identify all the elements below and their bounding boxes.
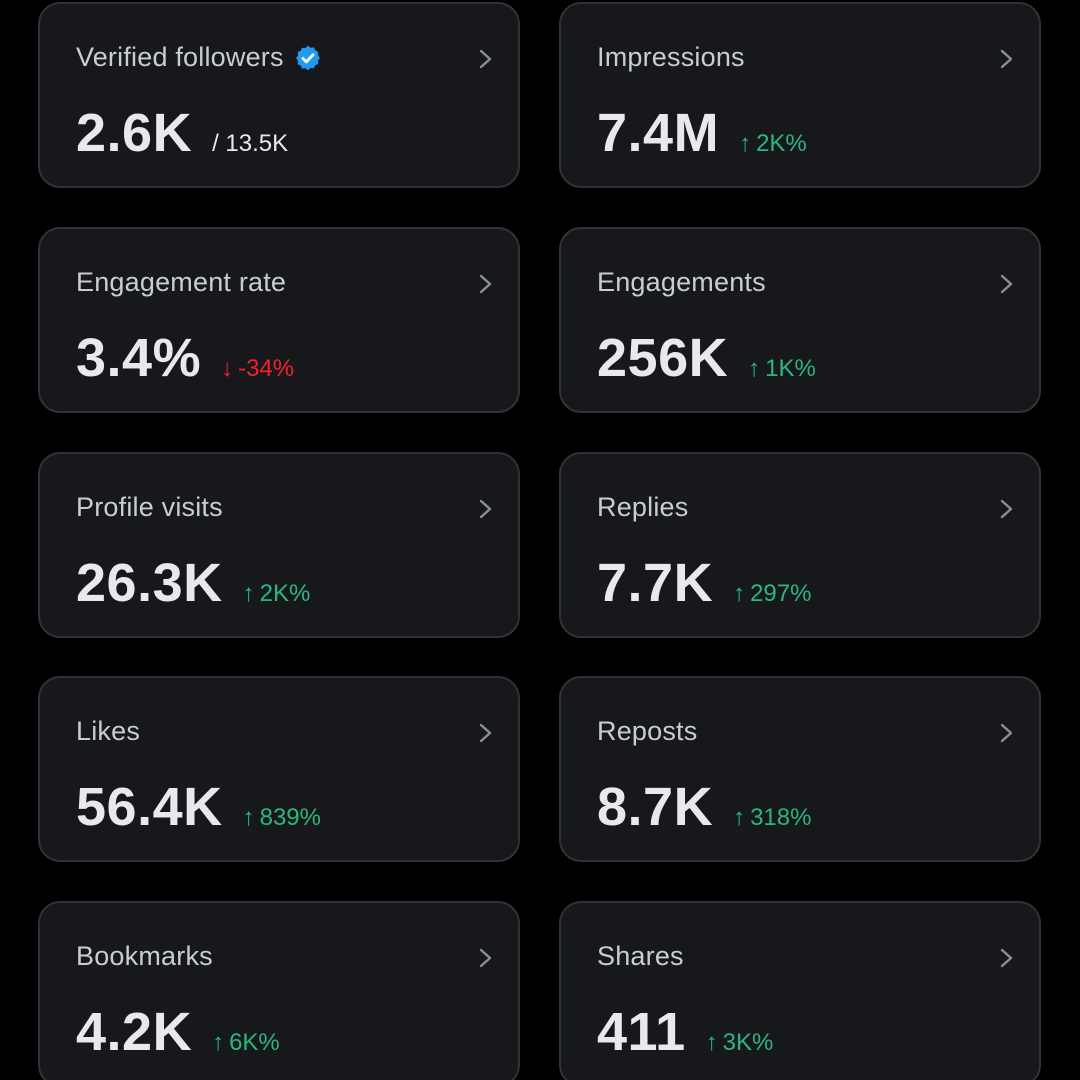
verified-badge-icon	[295, 45, 320, 70]
arrow-up-icon: ↑	[733, 580, 746, 607]
card-value-row: 7.7K ↑ 297%	[597, 552, 811, 614]
card-value: 411	[597, 1002, 686, 1062]
card-bookmarks[interactable]: Bookmarks 4.2K ↑ 6K%	[38, 901, 520, 1080]
card-value: 2.6K	[76, 103, 193, 163]
card-delta-value: 318%	[750, 804, 812, 831]
arrow-up-icon: ↑	[212, 1029, 225, 1056]
card-delta: ↑ 2K%	[739, 130, 807, 158]
card-impressions[interactable]: Impressions 7.4M ↑ 2K%	[559, 2, 1041, 188]
card-delta: ↑ 318%	[733, 804, 811, 832]
card-delta-value: 2K%	[756, 130, 807, 157]
card-value: 256K	[597, 328, 729, 388]
card-delta-value: 3K%	[722, 1029, 774, 1056]
card-delta: ↓ -34%	[221, 355, 294, 383]
card-value-row: 411 ↑ 3K%	[597, 1001, 773, 1063]
card-label-text: Verified followers	[76, 42, 284, 72]
chevron-right-icon[interactable]	[474, 718, 496, 748]
card-value-row: 256K ↑ 1K%	[597, 327, 816, 389]
card-verified-followers[interactable]: Verified followers 2.6K / 13.5K	[38, 2, 520, 188]
card-reposts[interactable]: Reposts 8.7K ↑ 318%	[559, 676, 1041, 862]
card-delta-value: 839%	[259, 804, 321, 831]
card-label: Likes	[76, 716, 141, 746]
card-delta: ↑ 839%	[243, 804, 321, 832]
chevron-right-icon[interactable]	[474, 494, 496, 524]
chevron-right-icon[interactable]	[995, 718, 1017, 748]
card-value-row: 8.7K ↑ 318%	[597, 776, 811, 838]
card-delta: ↑ 2K%	[243, 580, 311, 608]
card-delta-value: 297%	[750, 580, 812, 607]
chevron-right-icon[interactable]	[995, 44, 1017, 74]
card-delta: ↑ 297%	[733, 580, 811, 608]
card-label: Profile visits	[76, 492, 223, 522]
card-value-row: 7.4M ↑ 2K%	[597, 102, 807, 164]
card-label: Replies	[597, 492, 689, 522]
card-delta: ↑ 1K%	[748, 355, 816, 383]
card-label: Impressions	[597, 42, 745, 72]
card-delta-value: -34%	[238, 355, 295, 382]
arrow-up-icon: ↑	[242, 804, 255, 831]
arrow-up-icon: ↑	[739, 130, 752, 157]
card-value: 3.4%	[76, 328, 202, 388]
card-label: Verified followers	[76, 42, 322, 73]
card-delta-value: 1K%	[765, 355, 816, 382]
chevron-right-icon[interactable]	[995, 943, 1017, 973]
chevron-right-icon[interactable]	[995, 269, 1017, 299]
chevron-right-icon[interactable]	[474, 44, 496, 74]
card-value-row: 26.3K ↑ 2K%	[76, 552, 310, 614]
card-label: Engagement rate	[76, 267, 287, 297]
card-replies[interactable]: Replies 7.7K ↑ 297%	[559, 452, 1041, 638]
card-value: 8.7K	[597, 777, 714, 837]
card-engagement-rate[interactable]: Engagement rate 3.4% ↓ -34%	[38, 227, 520, 413]
chevron-right-icon[interactable]	[995, 494, 1017, 524]
card-profile-visits[interactable]: Profile visits 26.3K ↑ 2K%	[38, 452, 520, 638]
card-value: 7.7K	[597, 553, 714, 613]
chevron-right-icon[interactable]	[474, 269, 496, 299]
card-delta: ↑ 6K%	[212, 1029, 280, 1057]
card-delta-value: 6K%	[229, 1029, 280, 1056]
card-likes[interactable]: Likes 56.4K ↑ 839%	[38, 676, 520, 862]
card-label: Engagements	[597, 267, 766, 297]
card-label: Bookmarks	[76, 941, 213, 971]
card-delta-value: 2K%	[259, 580, 311, 607]
arrow-up-icon: ↑	[748, 355, 761, 382]
card-value: 7.4M	[597, 103, 720, 163]
card-subvalue: / 13.5K	[212, 130, 289, 157]
card-label: Shares	[597, 941, 684, 971]
arrow-down-icon: ↓	[221, 355, 234, 382]
card-engagements[interactable]: Engagements 256K ↑ 1K%	[559, 227, 1041, 413]
chevron-right-icon[interactable]	[474, 943, 496, 973]
card-value: 26.3K	[76, 553, 223, 613]
card-label: Reposts	[597, 716, 698, 746]
card-value-row: 3.4% ↓ -34%	[76, 327, 294, 389]
card-value: 4.2K	[76, 1002, 193, 1062]
card-value-row: 2.6K / 13.5K	[76, 102, 288, 164]
card-delta: ↑ 3K%	[706, 1029, 774, 1057]
card-shares[interactable]: Shares 411 ↑ 3K%	[559, 901, 1041, 1080]
card-value: 56.4K	[76, 777, 223, 837]
card-value-row: 56.4K ↑ 839%	[76, 776, 321, 838]
arrow-up-icon: ↑	[705, 1029, 718, 1056]
arrow-up-icon: ↑	[733, 804, 746, 831]
arrow-up-icon: ↑	[242, 580, 255, 607]
card-value-row: 4.2K ↑ 6K%	[76, 1001, 280, 1063]
